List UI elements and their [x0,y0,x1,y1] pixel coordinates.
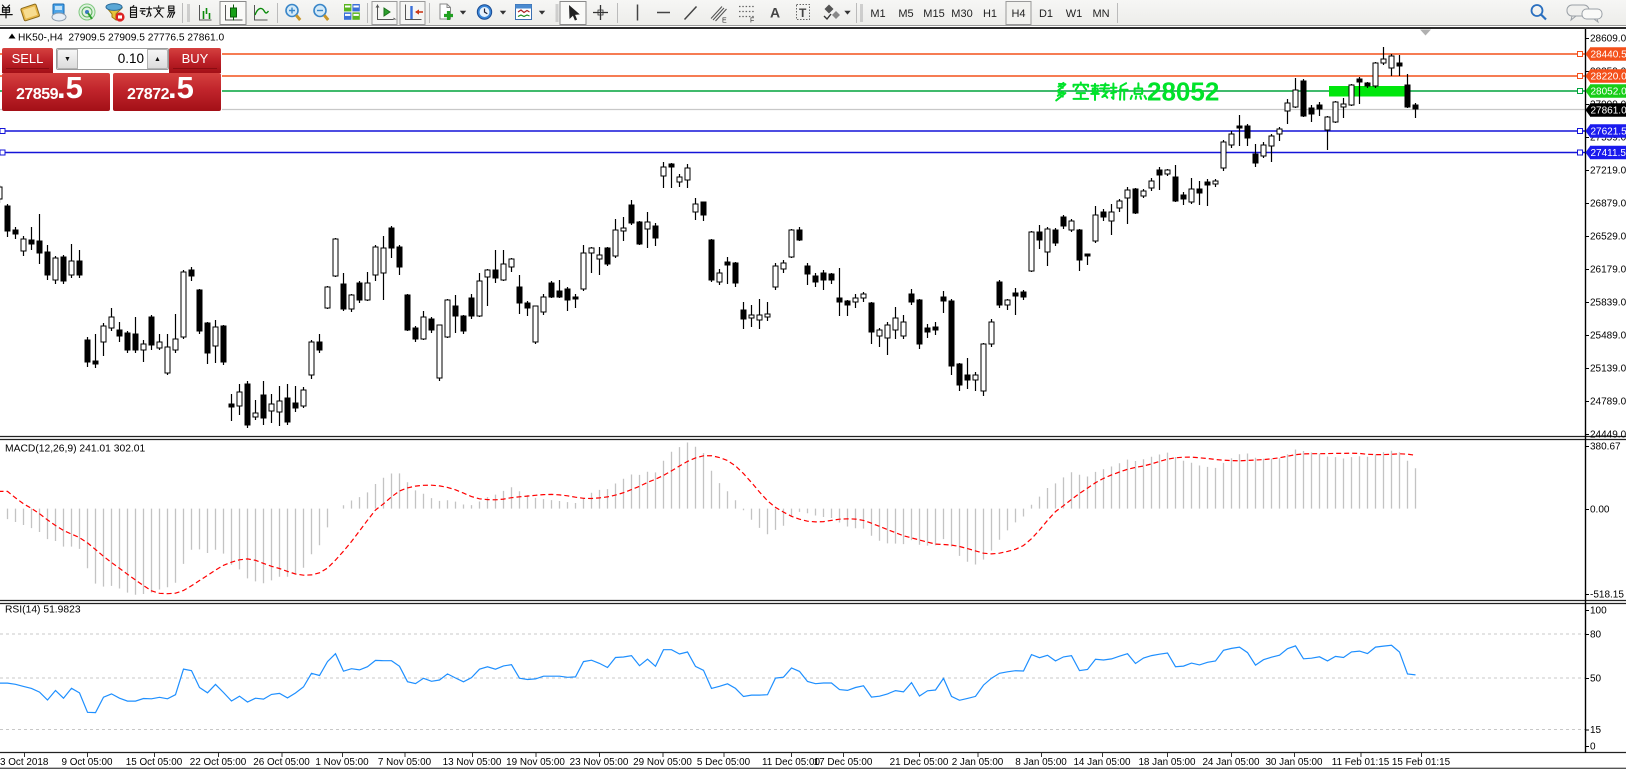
svg-text:29 Nov 05:00: 29 Nov 05:00 [633,757,692,768]
svg-text:M15: M15 [923,8,944,20]
svg-text:18 Jan 05:00: 18 Jan 05:00 [1138,757,1196,768]
svg-text:23 Nov 05:00: 23 Nov 05:00 [570,757,629,768]
svg-text:F: F [750,18,754,25]
svg-text:50: 50 [1590,674,1602,685]
svg-text:W1: W1 [1066,8,1083,20]
svg-text:15: 15 [1590,725,1602,736]
svg-text:28052.0: 28052.0 [1591,87,1626,98]
svg-text:28220.0: 28220.0 [1591,72,1626,83]
svg-text:7 Nov 05:00: 7 Nov 05:00 [378,757,432,768]
svg-text:H1: H1 [983,8,997,20]
svg-text:24449.0: 24449.0 [1590,430,1626,441]
svg-text:2 Jan 05:00: 2 Jan 05:00 [952,757,1004,768]
svg-text:14 Jan 05:00: 14 Jan 05:00 [1073,757,1131,768]
svg-text:80: 80 [1590,630,1602,641]
svg-text:27411.5: 27411.5 [1591,148,1626,159]
svg-text:26529.0: 26529.0 [1590,232,1626,243]
svg-text:-518.15: -518.15 [1590,590,1624,601]
svg-text:27861.0: 27861.0 [1591,106,1626,117]
svg-text:100: 100 [1590,606,1607,617]
svg-text:13 Nov 05:00: 13 Nov 05:00 [443,757,502,768]
svg-text:19 Nov 05:00: 19 Nov 05:00 [506,757,565,768]
svg-text:26879.0: 26879.0 [1590,199,1626,210]
svg-text:HK50-,H4 27909.5 27909.5 2777: HK50-,H4 27909.5 27909.5 27776.5 27861.0 [18,33,225,44]
svg-text:27219.0: 27219.0 [1590,166,1626,177]
svg-text:M5: M5 [898,8,913,20]
svg-text:24789.0: 24789.0 [1590,397,1626,408]
svg-text:MACD(12,26,9) 241.01 302.01: MACD(12,26,9) 241.01 302.01 [5,444,146,455]
svg-text:MN: MN [1092,8,1109,20]
svg-text:T: T [799,6,807,20]
svg-text:0.00: 0.00 [1590,505,1610,516]
svg-text:11 Dec 05:00: 11 Dec 05:00 [762,757,821,768]
svg-text:D1: D1 [1039,8,1053,20]
svg-text:11 Feb 01:15: 11 Feb 01:15 [1332,757,1390,768]
svg-text:9 Oct 05:00: 9 Oct 05:00 [61,757,113,768]
svg-text:30 Jan 05:00: 30 Jan 05:00 [1265,757,1323,768]
svg-text:E: E [722,18,727,25]
svg-text:26 Oct 05:00: 26 Oct 05:00 [253,757,310,768]
svg-text:RSI(14) 51.9823: RSI(14) 51.9823 [5,605,81,616]
svg-text:24 Jan 05:00: 24 Jan 05:00 [1202,757,1260,768]
svg-text:0: 0 [1590,742,1596,753]
svg-text:A: A [770,5,780,21]
svg-text:25489.0: 25489.0 [1590,331,1626,342]
svg-text:21 Dec 05:00: 21 Dec 05:00 [890,757,949,768]
svg-text:25839.0: 25839.0 [1590,298,1626,309]
svg-text:15 Feb 01:15: 15 Feb 01:15 [1392,757,1451,768]
svg-text:M1: M1 [870,8,885,20]
svg-text:15 Oct 05:00: 15 Oct 05:00 [126,757,183,768]
svg-text:25139.0: 25139.0 [1590,364,1626,375]
svg-text:H4: H4 [1011,8,1025,20]
svg-text:8 Jan 05:00: 8 Jan 05:00 [1015,757,1067,768]
svg-text:3 Oct 2018: 3 Oct 2018 [0,757,49,768]
svg-text:27559.0: 27559.0 [1590,133,1626,144]
svg-text:5 Dec 05:00: 5 Dec 05:00 [697,757,751,768]
svg-text:17 Dec 05:00: 17 Dec 05:00 [814,757,873,768]
svg-text:22 Oct 05:00: 22 Oct 05:00 [190,757,247,768]
svg-text:1 Nov 05:00: 1 Nov 05:00 [315,757,369,768]
svg-text:M30: M30 [951,8,972,20]
svg-text:28440.5: 28440.5 [1591,50,1626,61]
svg-text:27621.5: 27621.5 [1591,127,1626,138]
svg-text:380.67: 380.67 [1590,442,1621,453]
svg-text:28609.0: 28609.0 [1590,34,1626,45]
svg-text:26179.0: 26179.0 [1590,265,1626,276]
svg-text:28052: 28052 [1147,77,1219,107]
